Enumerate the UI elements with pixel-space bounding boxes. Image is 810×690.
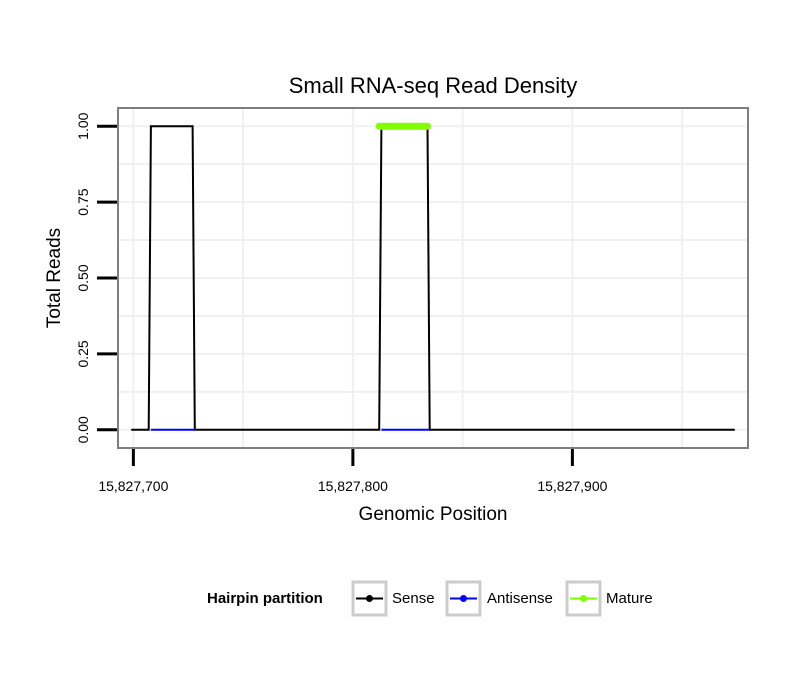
legend-label: Sense (392, 590, 435, 607)
legend: Hairpin partition Sense Antisense Mature (207, 580, 653, 617)
series-line-sense (131, 125, 735, 431)
x-axis: 15,827,700 15,827,800 15,827,900 (98, 449, 608, 494)
y-axis-title: Total Reads (44, 228, 65, 328)
legend-key-point (460, 595, 467, 602)
legend-key-point (366, 595, 373, 602)
series-layer (131, 122, 735, 431)
legend-label: Mature (606, 590, 653, 607)
y-tick-label: 0.75 (75, 188, 91, 215)
legend-items: Sense Antisense Mature (351, 580, 653, 617)
y-tick-label: 0.50 (75, 264, 91, 291)
x-tick-label: 15,827,700 (98, 478, 168, 494)
y-tick-label: 0.00 (75, 416, 91, 443)
x-tick-label: 15,827,900 (537, 478, 607, 494)
legend-title: Hairpin partition (207, 590, 323, 607)
grid-lines (118, 108, 748, 448)
plot-panel-border (117, 107, 749, 449)
y-axis: 0.00 0.25 0.50 0.75 1.00 (75, 112, 117, 443)
legend-key-point (580, 595, 587, 602)
y-tick-label: 0.25 (75, 340, 91, 367)
legend-label: Antisense (487, 590, 553, 607)
x-axis-title: Genomic Position (359, 504, 508, 525)
chart-title: Small RNA-seq Read Density (289, 73, 578, 98)
x-tick-label: 15,827,800 (318, 478, 388, 494)
y-tick-label: 1.00 (75, 112, 91, 139)
